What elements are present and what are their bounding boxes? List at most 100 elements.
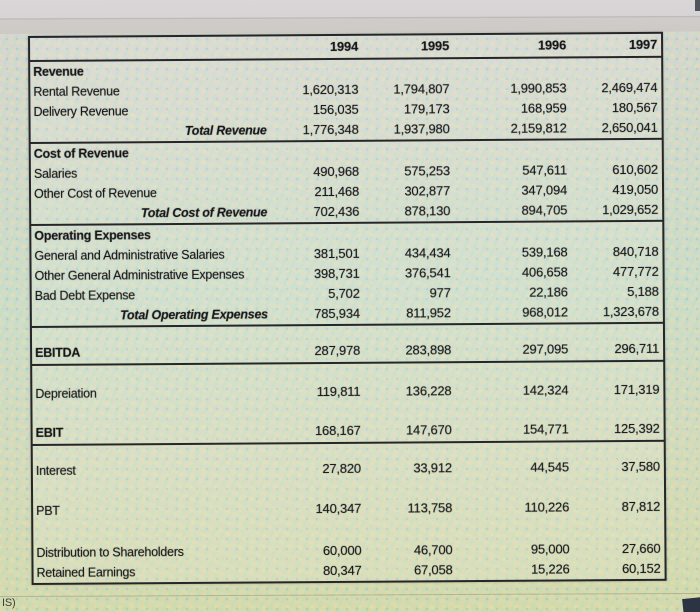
value-pbt-1994: 140,347	[315, 500, 362, 517]
row-label-other-general-administrative-expenses: Other General Administrative Expenses	[34, 267, 245, 283]
row-label-depreiation: Depreiation	[35, 386, 97, 401]
value-rental-revenue-1996: 1,990,853	[510, 80, 567, 96]
table-row-pbt: PBT 140,347 113,758 110,226 87,812	[33, 497, 664, 521]
value-rental-revenue-1997: 2,469,474	[601, 79, 658, 96]
row-label-ebit: EBIT	[35, 425, 64, 440]
value-bad-debt-expense-1996: 22,186	[529, 284, 568, 300]
value-total-cost-of-revenue-1994: 702,436	[313, 203, 360, 220]
value-interest-1996: 44,545	[530, 459, 569, 475]
value-salaries-1996: 547,611	[522, 162, 567, 178]
value-general-and-administrative-salaries-1994: 381,501	[313, 245, 360, 262]
value-other-general-administrative-expenses-1995: 376,541	[404, 265, 451, 281]
value-total-revenue-1995: 1,937,980	[393, 121, 450, 137]
row-label-total-cost-of-revenue: Total Cost of Revenue	[140, 205, 268, 221]
value-cost-of-revenue-1996	[454, 140, 571, 161]
value-total-operating-expenses-1997: 1,323,678	[602, 303, 659, 320]
value-other-general-administrative-expenses-1994: 398,731	[313, 265, 360, 282]
value-other-cost-of-revenue-1996: 347,094	[521, 182, 568, 198]
row-label-rental-revenue: Rental Revenue	[33, 84, 120, 99]
value-distribution-to-shareholders-1994: 60,000	[322, 542, 362, 559]
value-depreiation-1994: 119,811	[316, 383, 361, 400]
row-label-cost-of-revenue: Cost of Revenue	[33, 146, 129, 161]
value-rental-revenue-1994: 1,620,313	[302, 81, 359, 98]
photo-corner-dark-bottom-right	[682, 597, 700, 612]
row-label-retained-earnings: Retained Earnings	[36, 565, 136, 580]
year-column-header-1996: 1996	[537, 37, 567, 53]
value-ebitda-1996: 297,095	[522, 341, 569, 357]
bottom-divider-line	[0, 592, 700, 597]
value-general-and-administrative-salaries-1995: 434,434	[404, 245, 451, 261]
value-ebit-1997: 125,392	[613, 420, 660, 437]
value-delivery-revenue-1996: 168,959	[520, 100, 567, 116]
table-row-ebit: EBIT 168,167 147,670 154,771 125,392	[32, 417, 664, 446]
table-body: Revenue Rental Revenue 1,620,313 1,794,807 1…	[30, 58, 664, 583]
value-operating-expenses-1995	[363, 223, 454, 244]
table-row-ebitda: EBITDA 287,978 283,898 297,095 296,711	[32, 337, 664, 366]
value-revenue-1996	[453, 58, 570, 79]
value-other-cost-of-revenue-1994: 211,468	[314, 183, 360, 200]
value-salaries-1995: 575,253	[404, 163, 450, 179]
row-label-delivery-revenue: Delivery Revenue	[33, 104, 129, 119]
header-empty-cell	[30, 36, 270, 60]
value-salaries-1994: 490,968	[313, 163, 359, 180]
value-delivery-revenue-1997: 180,567	[611, 99, 658, 116]
table-row-depreiation: Depreiation 119,811 136,228 142,324 171,319	[32, 380, 663, 404]
value-retained-earnings-1996: 15,226	[530, 561, 570, 577]
value-total-operating-expenses-1994: 785,934	[314, 305, 360, 322]
year-column-header-1997: 1997	[628, 36, 658, 53]
value-total-revenue-1994: 1,776,348	[302, 121, 359, 138]
table-row-interest: Interest 27,820 33,912 44,545 37,580	[33, 457, 664, 481]
value-ebitda-1997: 296,711	[614, 340, 660, 357]
value-ebit-1994: 168,167	[314, 422, 361, 439]
value-total-cost-of-revenue-1995: 878,130	[404, 203, 451, 219]
value-retained-earnings-1997: 60,152	[621, 560, 661, 577]
value-delivery-revenue-1995: 179,173	[403, 101, 450, 117]
value-bad-debt-expense-1995: 977	[429, 285, 451, 301]
value-interest-1994: 27,820	[322, 460, 361, 477]
value-total-cost-of-revenue-1997: 1,029,652	[602, 201, 659, 218]
value-revenue-1994	[270, 60, 362, 81]
value-total-operating-expenses-1996: 968,012	[522, 304, 568, 320]
table-row-retained-earnings: Retained Earnings 80,347 67,058 15,226 60,15…	[33, 559, 664, 583]
value-other-general-administrative-expenses-1996: 406,658	[521, 264, 568, 280]
value-pbt-1995: 113,758	[407, 500, 453, 516]
sheet-tab-label: IS)	[2, 597, 16, 609]
value-cost-of-revenue-1997	[571, 140, 662, 161]
value-other-cost-of-revenue-1995: 302,877	[404, 183, 451, 199]
row-label-total-operating-expenses: Total Operating Expenses	[120, 307, 268, 323]
value-total-revenue-1997: 2,650,041	[601, 119, 658, 136]
row-label-general-and-administrative-salaries: General and Administrative Salaries	[34, 247, 225, 263]
screen-top-band	[0, 0, 700, 34]
value-distribution-to-shareholders-1996: 95,000	[530, 541, 570, 557]
row-label-total-revenue: Total Revenue	[184, 123, 267, 138]
value-other-cost-of-revenue-1997: 419,050	[612, 181, 659, 198]
value-operating-expenses-1997	[571, 222, 662, 243]
value-distribution-to-shareholders-1997: 27,660	[621, 540, 661, 557]
value-depreiation-1995: 136,228	[405, 383, 452, 399]
value-general-and-administrative-salaries-1997: 840,718	[612, 243, 659, 260]
value-bad-debt-expense-1994: 5,702	[328, 285, 360, 302]
value-cost-of-revenue-1994	[271, 142, 363, 163]
value-cost-of-revenue-1995	[363, 141, 454, 162]
value-interest-1995: 33,912	[413, 460, 452, 476]
value-other-general-administrative-expenses-1997: 477,772	[612, 263, 659, 280]
value-distribution-to-shareholders-1995: 46,700	[413, 542, 453, 558]
year-column-header-1995: 1995	[420, 38, 450, 54]
row-label-bad-debt-expense: Bad Debt Expense	[34, 288, 136, 303]
value-ebit-1996: 154,771	[522, 421, 569, 437]
row-label-operating-expenses: Operating Expenses	[34, 228, 151, 243]
row-label-revenue: Revenue	[33, 64, 84, 79]
value-interest-1997: 37,580	[621, 458, 660, 475]
value-pbt-1997: 87,812	[621, 498, 661, 515]
year-column-header-1994: 1994	[329, 38, 359, 54]
value-ebitda-1995: 283,898	[405, 342, 452, 358]
row-label-ebitda: EBITDA	[35, 345, 81, 360]
value-depreiation-1996: 142,324	[522, 382, 569, 398]
value-pbt-1996: 110,226	[524, 499, 570, 515]
value-total-operating-expenses-1995: 811,952	[406, 305, 451, 321]
value-total-cost-of-revenue-1996: 894,705	[521, 202, 568, 218]
value-revenue-1995	[362, 59, 453, 80]
value-revenue-1997	[570, 58, 661, 79]
row-label-pbt: PBT	[36, 503, 60, 518]
